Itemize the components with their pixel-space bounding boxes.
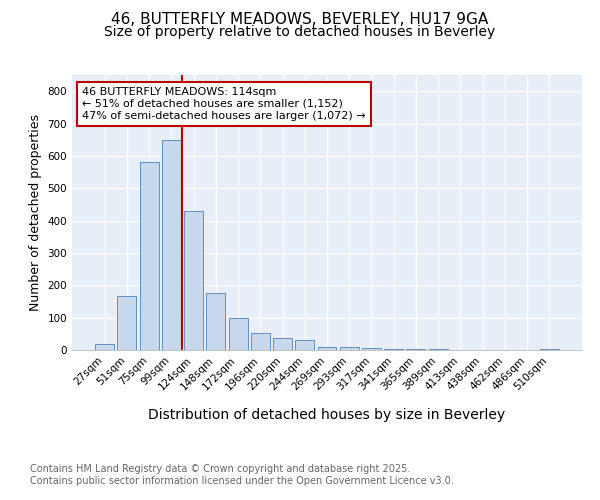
Bar	[140, 162, 158, 350]
Text: Contains HM Land Registry data © Crown copyright and database right 2025.: Contains HM Land Registry data © Crown c…	[30, 464, 410, 474]
Text: 46, BUTTERFLY MEADOWS, BEVERLEY, HU17 9GA: 46, BUTTERFLY MEADOWS, BEVERLEY, HU17 9G…	[112, 12, 488, 28]
Bar	[184, 211, 203, 350]
Text: Distribution of detached houses by size in Beverley: Distribution of detached houses by size …	[148, 408, 506, 422]
Bar	[406, 349, 425, 350]
Y-axis label: Number of detached properties: Number of detached properties	[29, 114, 42, 311]
Bar	[362, 348, 381, 350]
Bar	[295, 340, 314, 350]
Bar	[95, 344, 114, 350]
Bar	[118, 296, 136, 350]
Bar	[384, 348, 403, 350]
Text: 46 BUTTERFLY MEADOWS: 114sqm
← 51% of detached houses are smaller (1,152)
47% of: 46 BUTTERFLY MEADOWS: 114sqm ← 51% of de…	[82, 88, 366, 120]
Bar	[273, 338, 292, 350]
Text: Contains public sector information licensed under the Open Government Licence v3: Contains public sector information licen…	[30, 476, 454, 486]
Bar	[251, 333, 270, 350]
Bar	[162, 140, 181, 350]
Bar	[340, 348, 359, 350]
Text: Size of property relative to detached houses in Beverley: Size of property relative to detached ho…	[104, 25, 496, 39]
Bar	[229, 318, 248, 350]
Bar	[317, 347, 337, 350]
Bar	[206, 294, 225, 350]
